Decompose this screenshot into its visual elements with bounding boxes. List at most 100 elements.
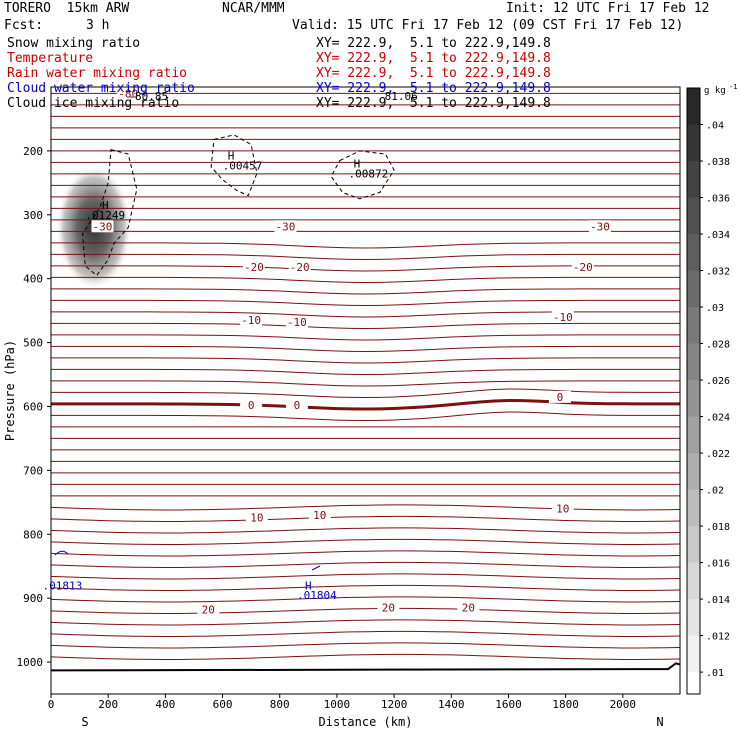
temperature-label: 0 [294, 399, 301, 412]
colorbar-swatch [687, 307, 700, 345]
temperature-isotherm [51, 334, 680, 341]
colorbar-swatch [687, 88, 700, 126]
temperature-label: 0 [557, 391, 564, 404]
plot-frame [50, 86, 681, 695]
y-tick-label: 200 [23, 145, 43, 158]
cloud-water-contour [54, 550, 69, 556]
colorbar-label: .02 [706, 486, 724, 497]
y-tick-label: 600 [23, 400, 43, 413]
colorbar-label: .036 [706, 194, 730, 205]
temperature-label: 20 [462, 602, 475, 615]
y-tick-label: 700 [23, 464, 43, 477]
colorbar-unit: g kg [704, 86, 726, 96]
valid-time: Valid: 15 UTC Fri 17 Feb 12 (09 CST Fri … [292, 18, 684, 33]
colorbar-label: .034 [706, 230, 730, 241]
colorbar-label: .018 [706, 522, 730, 533]
cloud-ice-contour [330, 150, 395, 200]
temperature-label: 20 [202, 604, 215, 617]
temperature-isotherm [50, 653, 681, 660]
colorbar-swatch [687, 270, 700, 308]
legend-rain: Rain water mixing ratio [7, 66, 188, 81]
temperature-isotherm [51, 253, 680, 261]
temperature-isotherm [50, 630, 681, 637]
temperature-label: -10 [241, 314, 261, 327]
temperature-isotherm [51, 242, 680, 249]
colorbar-swatch [687, 161, 700, 199]
max-value-label: .01804 [297, 589, 337, 602]
temperature-label: 10 [313, 509, 326, 522]
colorbar-swatch [687, 234, 700, 272]
colorbar-swatch [687, 380, 700, 418]
temperature-isotherm [51, 276, 680, 284]
y-tick-label: 400 [23, 273, 43, 286]
temperature-isotherm [50, 538, 681, 545]
init-time: Init: 12 UTC Fri 17 Feb 12 [506, 1, 710, 16]
high-marker: H [354, 158, 361, 171]
legend-xy-cloud-water: XY= 222.9, 5.1 to 222.9,149.8 [316, 81, 551, 96]
temperature-isotherm [51, 411, 680, 422]
colorbar-label: .022 [706, 449, 730, 460]
x-tick-label: 800 [270, 698, 290, 711]
colorbar-label: .028 [706, 340, 730, 351]
forecast-hours: 3 h [86, 18, 110, 33]
colorbar-swatch [687, 562, 700, 600]
temperature-isotherm [50, 515, 681, 522]
y-tick-label: 300 [23, 209, 43, 222]
endpoint-south: S [81, 715, 88, 729]
temperature-isotherm [51, 398, 680, 411]
y-axis-title: Pressure (hPa) [3, 340, 17, 441]
colorbar-label: .032 [706, 267, 730, 278]
temperature-label: -80 [118, 87, 138, 100]
colorbar-label: .016 [706, 559, 730, 570]
center-label: NCAR/MMM [222, 1, 285, 16]
legend-xy-rain: XY= 222.9, 5.1 to 222.9,149.8 [316, 66, 551, 81]
temperature-isotherm [50, 584, 681, 591]
high-marker: H [305, 579, 312, 592]
colorbar-swatch [687, 526, 700, 564]
colorbar-swatch [687, 489, 700, 527]
temperature-isotherm [51, 299, 680, 307]
legend-xy-snow: XY= 222.9, 5.1 to 222.9,149.8 [316, 36, 551, 51]
max-value-label: 81.06 [385, 90, 418, 103]
temperature-isotherm [50, 550, 681, 557]
temperature-isotherm [51, 322, 680, 330]
temperature-isotherm [51, 288, 680, 295]
colorbar-swatch [687, 343, 700, 381]
legend-xy-cloud-ice: XY= 222.9, 5.1 to 222.9,149.8 [316, 96, 551, 111]
cloud-water-contours [54, 550, 321, 571]
temperature-isotherm [51, 380, 680, 387]
high-marker: H [102, 199, 109, 212]
colorbar-label: .024 [706, 413, 730, 424]
legend-snow: Snow mixing ratio [7, 36, 141, 51]
legend-cloud-ice: Cloud ice mixing ratio [7, 96, 180, 111]
colorbar-swatch [687, 672, 700, 710]
temperature-isotherm [51, 368, 680, 376]
temperature-isotherm [50, 596, 681, 603]
axes: 0 200 400 600 800 1000 1200 1400 1600 1800 2000200… [3, 145, 664, 729]
temperature-label: -10 [287, 316, 307, 329]
temperature-label: -20 [573, 261, 593, 274]
max-value-label: .00457 [223, 160, 263, 173]
y-tick-label: 1000 [17, 656, 44, 669]
colorbar-label: .04 [706, 121, 724, 132]
temperature-isotherm [50, 527, 681, 534]
colorbar-label: .014 [706, 595, 730, 606]
temperature-isotherm [51, 388, 680, 399]
temperature-isotherm [51, 345, 680, 353]
temperature-isotherm [50, 504, 681, 511]
endpoint-north: N [656, 715, 663, 729]
y-tick-label: 800 [23, 528, 43, 541]
temperature-label: -10 [553, 311, 573, 324]
forecast-label: Fcst: [4, 18, 44, 33]
temperature-isotherm [50, 642, 681, 649]
temperature-label: 10 [556, 503, 569, 516]
temperature-isotherm [51, 357, 680, 364]
x-tick-label: 1200 [381, 698, 408, 711]
legend-cloud-water: Cloud water mixing ratio [7, 81, 195, 96]
colorbar-swatch [687, 124, 700, 162]
cloud-water-contour [311, 565, 321, 571]
cloud-ice-contour [81, 148, 138, 277]
colorbar-unit-exponent: -1 [729, 83, 737, 91]
colorbar-border [686, 87, 701, 695]
temperature-isotherm [50, 607, 681, 614]
